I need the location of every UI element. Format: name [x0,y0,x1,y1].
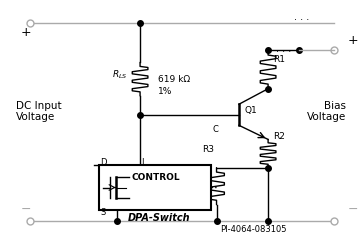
Text: 1%: 1% [158,87,172,96]
Text: +: + [21,26,31,39]
Text: +: + [348,34,359,47]
Text: DPA-Switch: DPA-Switch [128,213,190,223]
Text: 619 kΩ: 619 kΩ [158,75,190,84]
Text: Bias
Voltage: Bias Voltage [307,101,346,122]
Text: $R_{LS}$: $R_{LS}$ [112,68,128,81]
Text: CONTROL: CONTROL [132,173,180,182]
Text: R3: R3 [202,145,214,154]
Text: D: D [100,158,107,167]
Text: L: L [141,158,146,167]
Text: −: − [21,203,31,216]
Text: PI-4064-083105: PI-4064-083105 [220,225,287,234]
Text: DC Input
Voltage: DC Input Voltage [16,101,61,122]
Text: R1: R1 [273,55,285,65]
Text: . . .: . . . [294,12,310,22]
Text: Q1: Q1 [245,106,258,115]
Text: −: − [348,203,359,216]
Bar [99,165,211,210]
Text: R2: R2 [273,132,285,141]
Text: . . .: . . . [277,44,292,54]
Text: S: S [100,208,105,217]
Text: C: C [213,125,219,134]
